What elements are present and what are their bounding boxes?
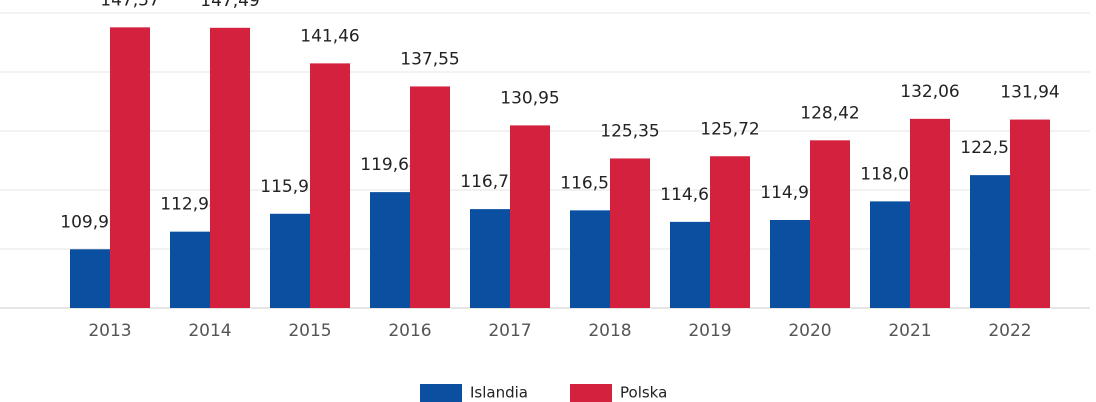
bar: [270, 213, 310, 308]
value-label: 132,06: [900, 82, 959, 102]
bar: [810, 140, 850, 308]
bar: [710, 156, 750, 308]
legend-swatch: [570, 384, 612, 402]
value-label: 131,94: [1000, 83, 1059, 103]
value-label: 141,46: [300, 26, 359, 46]
bar: [610, 158, 650, 308]
value-label: 130,95: [500, 88, 559, 108]
bar: [70, 249, 110, 308]
value-label: 114,92: [760, 183, 819, 203]
x-tick-label: 2014: [188, 321, 231, 341]
x-tick-label: 2018: [588, 321, 631, 341]
value-label: 118,07: [860, 164, 919, 184]
bar: [170, 231, 210, 308]
value-label: 112,94: [160, 195, 219, 215]
x-tick-label: 2013: [88, 321, 131, 341]
value-label: 125,35: [600, 121, 659, 141]
x-tick-label: 2015: [288, 321, 331, 341]
bar: [970, 175, 1010, 308]
value-label: 115,97: [260, 177, 319, 197]
x-tick-label: 2016: [388, 321, 431, 341]
legend-label: Islandia: [470, 384, 528, 402]
value-label: 147,57: [100, 0, 159, 10]
value-label: 137,55: [400, 49, 459, 69]
value-label: 122,52: [960, 138, 1019, 158]
legend-label: Polska: [620, 384, 667, 402]
value-label: 114,60: [660, 185, 719, 205]
bar: [410, 86, 450, 308]
value-label: 116,55: [560, 173, 619, 193]
bar: [470, 209, 510, 308]
x-tick-label: 2020: [788, 321, 831, 341]
bar: [210, 27, 250, 309]
bar: [510, 125, 550, 309]
value-label: 147,49: [200, 0, 259, 11]
legend-swatch: [420, 384, 462, 402]
value-label: 128,42: [800, 103, 859, 123]
value-label: 109,95: [60, 212, 119, 232]
bar: [1010, 119, 1050, 308]
bar: [670, 221, 710, 308]
value-label: 116,76: [460, 172, 519, 192]
x-tick-label: 2021: [888, 321, 931, 341]
bar: [110, 27, 150, 308]
bar: [370, 192, 410, 308]
value-label: 119,64: [360, 155, 419, 175]
bar: [910, 118, 950, 308]
bar: [570, 210, 610, 308]
x-tick-label: 2017: [488, 321, 531, 341]
bar: [310, 63, 350, 308]
x-tick-label: 2019: [688, 321, 731, 341]
bar: [870, 201, 910, 308]
value-label: 125,72: [700, 119, 759, 139]
bar: [770, 219, 810, 308]
x-tick-label: 2022: [988, 321, 1031, 341]
